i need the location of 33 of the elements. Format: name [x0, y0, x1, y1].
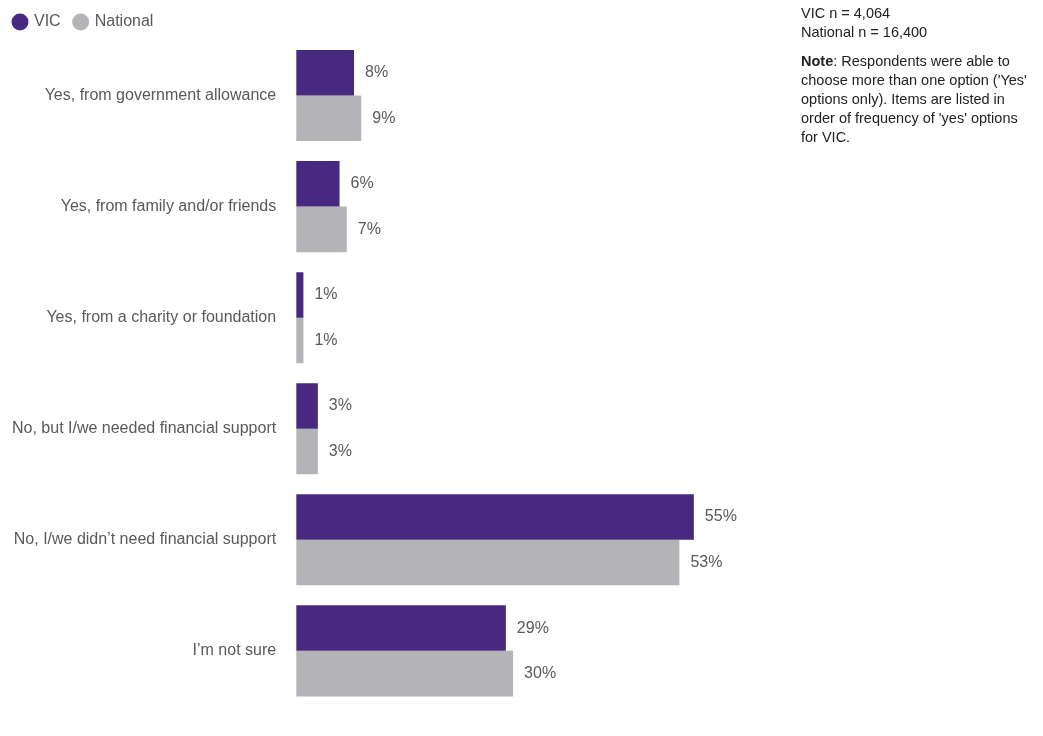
bar — [296, 428, 318, 475]
data-label: 1% — [314, 285, 338, 303]
y-tick-label: I’m not sure — [192, 641, 277, 659]
y-tick-label: No, but I/we needed financial support — [12, 419, 277, 437]
text: National n = 16,400 — [801, 24, 928, 40]
y-tick-label: Yes, from family and/or friends — [60, 197, 277, 215]
bar — [296, 494, 694, 540]
data-label: 29% — [516, 618, 549, 636]
y-tick-label: No, I/we didn’t need financial support — [13, 530, 277, 548]
data-label: 9% — [372, 108, 396, 126]
bar — [296, 50, 355, 96]
y-tick-label: Yes, from government allowance — [44, 85, 277, 103]
legend-label: VIC — [34, 12, 61, 30]
data-label: 3% — [328, 396, 352, 414]
data-label: 6% — [350, 174, 374, 192]
data-label: 53% — [690, 552, 723, 570]
bar — [296, 161, 340, 207]
data-label: 7% — [357, 219, 381, 237]
data-label: 8% — [365, 63, 389, 81]
bar — [296, 206, 347, 253]
text: Note: Respondents were able to choose more than one option ('Yes' options only). Items are listed in order of frequency of 'yes' options for VIC. — [801, 53, 1027, 145]
data-label: 30% — [524, 664, 557, 682]
bar — [296, 650, 514, 697]
text: VIC n = 4,064 — [801, 5, 891, 21]
data-label: 55% — [704, 507, 737, 525]
bar — [296, 95, 362, 142]
data-label: 1% — [314, 330, 338, 348]
data-label: 3% — [328, 441, 352, 459]
bar — [296, 539, 680, 586]
legend-label: National — [94, 12, 154, 30]
y-tick-label: Yes, from a charity or foundation — [46, 308, 277, 326]
bar — [296, 383, 318, 429]
bar — [296, 605, 506, 651]
